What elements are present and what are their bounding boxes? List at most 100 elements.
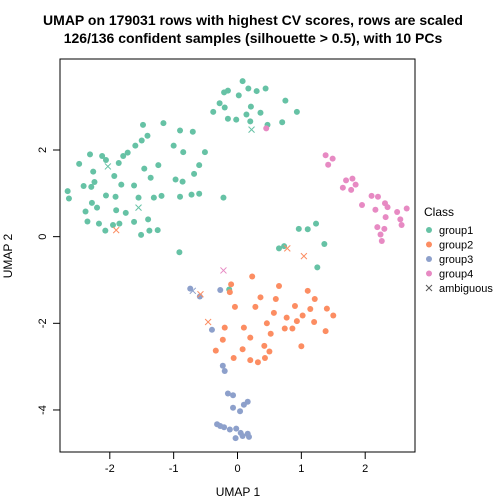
group1-point xyxy=(216,100,223,107)
group1-point xyxy=(176,249,183,256)
group1-point xyxy=(120,153,127,160)
group2-point xyxy=(247,334,254,341)
group4-point xyxy=(398,221,405,228)
group2-point xyxy=(293,318,300,325)
group4-point xyxy=(349,175,356,182)
group4-point xyxy=(384,204,391,211)
group1-point xyxy=(131,218,138,225)
group2-point xyxy=(263,320,270,327)
group2-point xyxy=(252,303,259,310)
group1-point xyxy=(247,103,254,110)
legend-label-group3: group3 xyxy=(439,254,473,266)
group1-point xyxy=(196,162,203,169)
group1-point xyxy=(102,156,109,163)
group1-point xyxy=(276,245,283,252)
group1-point xyxy=(124,149,131,156)
y-tick-label: 0 xyxy=(37,234,49,240)
group1-point xyxy=(262,85,269,92)
x-axis: -2 -1 0 1 2 xyxy=(105,451,368,475)
group1-point xyxy=(221,89,228,96)
y-axis: -4 -2 0 2 xyxy=(37,147,61,415)
group4-point xyxy=(339,184,346,191)
group2-point xyxy=(254,359,261,366)
group1-point xyxy=(224,115,231,122)
group2-point xyxy=(230,354,237,361)
group1-point xyxy=(138,231,145,238)
ambiguous-point xyxy=(189,287,197,295)
x-axis-label: UMAP 1 xyxy=(216,485,261,499)
x-tick-label: -1 xyxy=(169,463,179,475)
group1-point xyxy=(122,209,129,216)
group2-point xyxy=(257,294,264,301)
x-tick-label: -2 xyxy=(105,463,115,475)
group3-point xyxy=(233,425,240,432)
group2-point xyxy=(270,309,277,316)
legend-marker-ambiguous xyxy=(425,284,433,292)
ambiguous-point xyxy=(112,226,120,234)
group4-point xyxy=(397,216,404,223)
group2-point xyxy=(311,296,318,303)
group4-point xyxy=(263,125,270,132)
group1-point xyxy=(235,92,242,99)
ambiguous-point xyxy=(104,163,112,170)
group1-point xyxy=(140,121,147,128)
group1-point xyxy=(188,191,195,198)
group1-point xyxy=(281,243,288,250)
group4-point xyxy=(377,231,384,238)
group2-point xyxy=(322,328,329,335)
group1-point xyxy=(76,160,83,167)
ambiguous-point xyxy=(204,318,212,326)
group1-point xyxy=(220,194,227,201)
group2-point xyxy=(291,302,298,309)
chart-title: UMAP on 179031 rows with highest CV scor… xyxy=(43,12,463,28)
group3-point xyxy=(230,404,237,411)
legend-label-group2: group2 xyxy=(439,240,473,252)
group3-point xyxy=(226,426,233,433)
group1-point xyxy=(295,225,302,232)
group4-point xyxy=(343,177,350,184)
y-tick-label: 2 xyxy=(37,147,49,153)
legend-label-group1: group1 xyxy=(439,225,473,237)
group1-point xyxy=(239,78,246,85)
data-points xyxy=(64,78,410,442)
group1-point xyxy=(82,208,89,215)
ambiguous-point xyxy=(283,244,291,252)
group3-point xyxy=(240,401,247,408)
group4-point xyxy=(368,192,375,199)
group2-point xyxy=(267,330,274,337)
group1-point xyxy=(243,111,250,118)
legend-marker-group1 xyxy=(426,227,432,233)
group1-point xyxy=(116,220,123,227)
group1-point xyxy=(293,108,300,115)
group1-point xyxy=(141,165,148,172)
group1-point xyxy=(87,151,94,158)
group1-point xyxy=(88,183,95,190)
group1-point xyxy=(233,116,240,123)
x-tick-label: 1 xyxy=(298,463,304,475)
group1-point xyxy=(99,153,106,160)
group1-point xyxy=(132,142,139,149)
group4-point xyxy=(374,224,381,231)
group1-point xyxy=(109,221,116,228)
group1-point xyxy=(257,109,264,116)
group2-point xyxy=(307,306,314,313)
legend-marker-group3 xyxy=(426,256,432,262)
group2-point xyxy=(323,305,330,312)
group1-point xyxy=(118,181,125,188)
group3-point xyxy=(230,392,237,399)
chart-subtitle: 126/136 confident samples (silhouette > … xyxy=(64,30,443,46)
group3-point xyxy=(217,286,224,293)
group1-point xyxy=(282,97,289,104)
group2-point xyxy=(249,273,256,280)
group4-point xyxy=(381,225,388,232)
group3-point xyxy=(208,326,215,333)
group1-point xyxy=(131,182,138,189)
ambiguous-point xyxy=(135,204,142,211)
group1-point xyxy=(111,172,118,179)
group4-point xyxy=(322,152,329,159)
group1-point xyxy=(112,193,119,200)
group1-point xyxy=(201,149,208,156)
group1-point xyxy=(177,193,184,200)
ambiguous-point xyxy=(248,126,255,133)
